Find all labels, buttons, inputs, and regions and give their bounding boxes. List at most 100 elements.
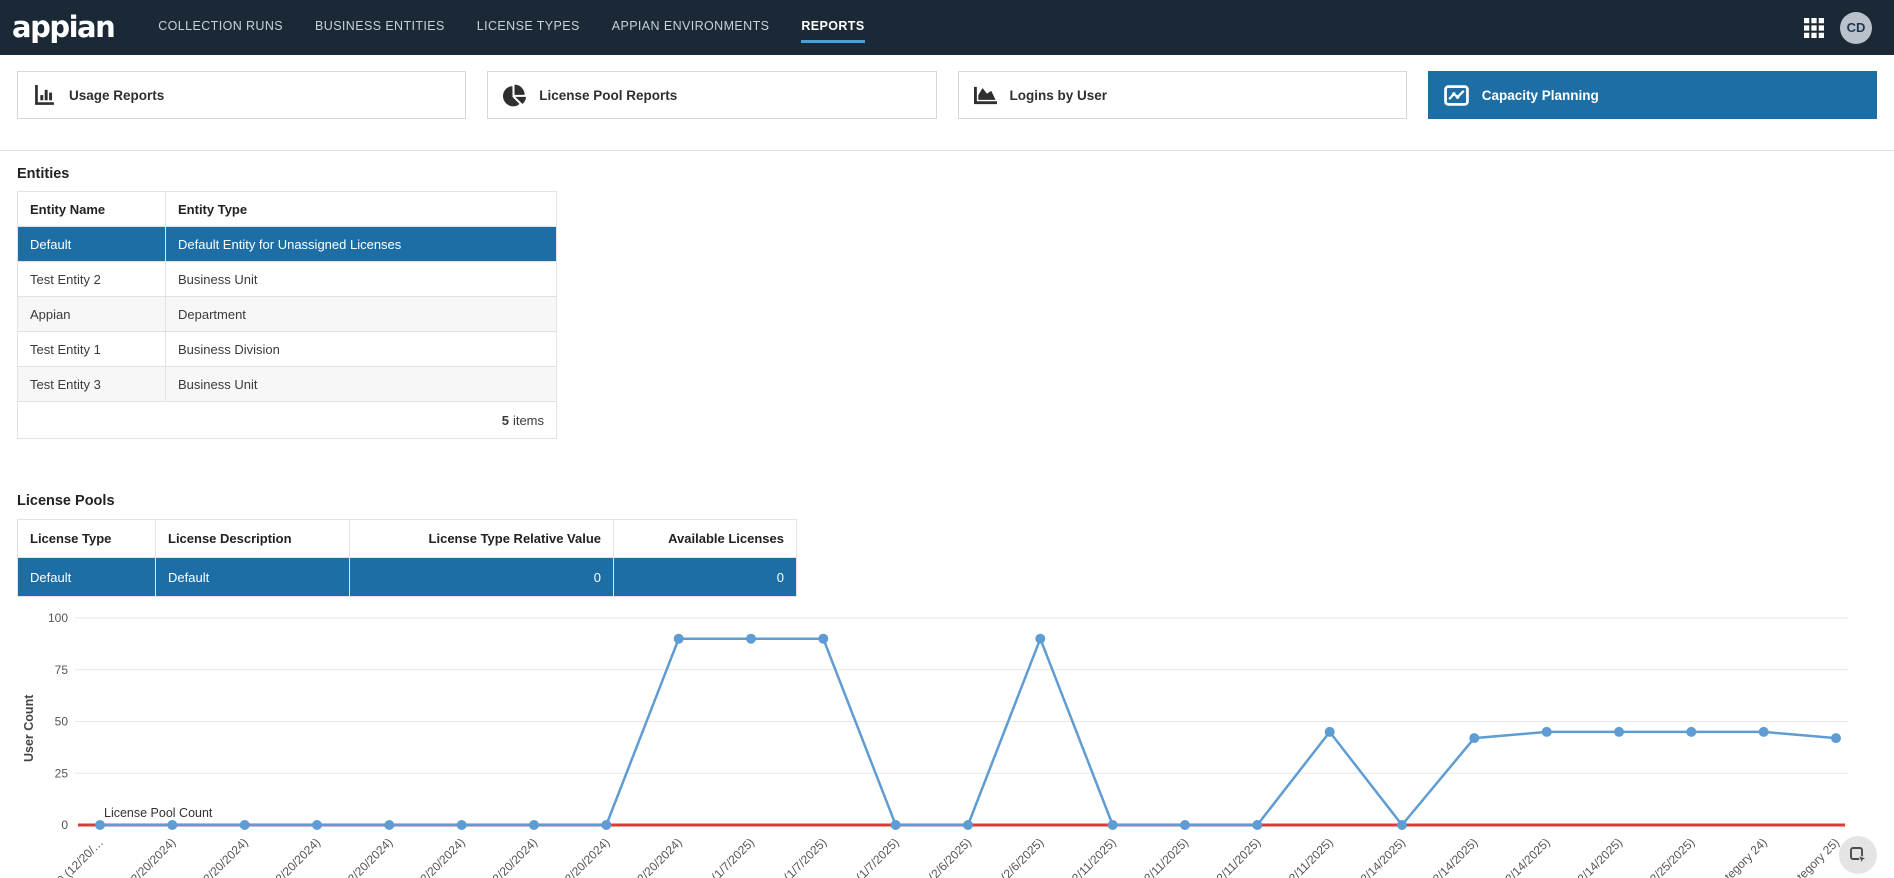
nav-item-business-entities[interactable]: BUSINESS ENTITIES: [315, 18, 445, 33]
cursor-select-icon: [1849, 846, 1868, 865]
items-label: items: [512, 412, 544, 428]
data-point: [1469, 733, 1480, 744]
app-grid-icon[interactable]: [1804, 17, 1824, 38]
table-cell: Business Unit: [178, 376, 258, 392]
data-point: [1180, 820, 1190, 830]
table-header: License Type License Description License T…: [18, 520, 796, 558]
report-tab-label: Capacity Planning: [1481, 87, 1599, 103]
nav-item-collection-runs[interactable]: COLLECTION RUNS: [158, 18, 284, 33]
x-axis-label: 2/20/2024): [273, 835, 323, 878]
nav-item-license-types[interactable]: LICENSE TYPES: [476, 18, 580, 33]
column-header-license-description: License Description: [156, 520, 350, 557]
data-point: [890, 820, 901, 830]
data-point: [963, 820, 973, 830]
y-tick-label: 25: [55, 766, 69, 780]
report-tab-license-pool-reports[interactable]: License Pool Reports: [487, 71, 937, 119]
table-body: Default Default Entity for Unassigned Lic…: [18, 227, 556, 401]
appian-logo: appian: [12, 10, 116, 44]
data-point: [1614, 726, 1624, 737]
x-axis-label: (1/7/2025): [709, 835, 758, 878]
data-point: [1035, 633, 1046, 644]
table-row[interactable]: Test Entity 1 Business Division: [18, 331, 556, 366]
data-point: [167, 820, 178, 830]
table-row[interactable]: Default Default Entity for Unassigned Lic…: [18, 227, 556, 261]
data-point: [239, 820, 250, 830]
table-cell: Default: [18, 558, 156, 596]
series-label: License Pool Count: [104, 806, 213, 820]
y-tick-label: 75: [55, 663, 69, 677]
table-header-row: Entity Name Entity Type: [18, 192, 556, 226]
table-cell: Business Unit: [178, 271, 258, 287]
table-cell: Test Entity 2: [18, 262, 166, 296]
table-footer: 5 items: [18, 401, 556, 438]
data-point: [529, 820, 539, 830]
table-cell: Test Entity 3: [18, 367, 166, 401]
x-axis-label: 2/11/2025): [1141, 835, 1191, 878]
data-point: [312, 820, 322, 830]
data-point: [1758, 726, 1769, 737]
y-tick-label: 50: [55, 715, 69, 729]
x-axis-label: 2/20/2024): [200, 835, 250, 878]
y-tick-label: 0: [61, 818, 68, 832]
column-header-available-licenses: Available Licenses: [668, 531, 784, 546]
data-point: [456, 820, 467, 830]
data-point: [818, 633, 829, 644]
table-header: Entity Name Entity Type: [18, 192, 556, 227]
x-axis-label: 2/11/2025): [1286, 835, 1336, 878]
table-footer-row: 5 items: [18, 402, 556, 438]
report-tab-logins-by-user[interactable]: Logins by User: [957, 71, 1407, 119]
chart-svg: 0 25 50 75 100 0 (12/20/… 2/20/2024) 2/20/2024)…: [48, 611, 1848, 878]
x-axis-label: 2/20/2024): [345, 835, 395, 878]
column-header-entity-type: Entity Type: [178, 201, 248, 217]
data-point: [1831, 733, 1841, 744]
license-pools-title: License Pools: [17, 493, 115, 509]
user-avatar[interactable]: CD: [1840, 11, 1872, 44]
entities-table: Entity Name Entity Type Default Default Ent…: [17, 191, 557, 439]
table-cell: Appian: [18, 297, 166, 331]
table-cell: Business Division: [178, 341, 280, 357]
top-navbar: appian COLLECTION RUNS BUSINESS ENTITIES L…: [0, 0, 1894, 55]
x-axis-label: 0 (12/20/…: [54, 835, 106, 878]
nav-item-appian-environments[interactable]: APPIAN ENVIRONMENTS: [611, 18, 770, 33]
line-chart-icon: [1443, 84, 1469, 106]
report-tab-capacity-planning[interactable]: Capacity Planning: [1427, 71, 1877, 119]
navbar-right: CD: [1804, 11, 1872, 44]
x-axis-label: 2/11/2025): [1069, 835, 1119, 878]
x-axis-label: tegory 24): [1722, 835, 1770, 878]
table-cell: Default Entity for Unassigned Licenses: [178, 236, 402, 252]
table-cell: Default: [156, 558, 350, 596]
entities-title: Entities: [17, 166, 70, 182]
report-tab-usage-reports[interactable]: Usage Reports: [17, 71, 467, 119]
column-header-license-type: License Type: [18, 520, 156, 557]
column-header-license-type-relative-value: License Type Relative Value: [350, 520, 614, 557]
table-row[interactable]: Test Entity 2 Business Unit: [18, 261, 556, 296]
data-point: [95, 820, 105, 830]
data-point: [601, 820, 612, 830]
report-tab-label: Logins by User: [1009, 87, 1108, 103]
x-axis-label: (2/6/2025): [998, 835, 1047, 878]
data-point: [1397, 820, 1407, 830]
data-point: [1324, 726, 1335, 737]
y-axis-title: User Count: [22, 694, 36, 762]
table-row[interactable]: Test Entity 3 Business Unit: [18, 366, 556, 401]
data-point: [746, 633, 756, 644]
nav-items: COLLECTION RUNS BUSINESS ENTITIES LICENSE …: [158, 13, 1804, 43]
x-axis-label: (1/7/2025): [781, 835, 830, 878]
x-axis-label: 2/25/2025): [1647, 835, 1697, 878]
x-axis-label: 2/14/2025): [1575, 835, 1625, 878]
y-tick-label: 100: [48, 611, 68, 625]
items-count: 5: [501, 412, 509, 428]
capacity-chart: 0 25 50 75 100 0 (12/20/… 2/20/2024) 2/20/2024)…: [0, 590, 1894, 878]
license-pools-table: License Type License Description License T…: [17, 519, 797, 597]
table-body: Default Default 0 0: [18, 558, 796, 596]
feedback-button[interactable]: [1839, 836, 1877, 874]
table-row[interactable]: Appian Department: [18, 296, 556, 331]
x-axis-label: (2/6/2025): [926, 835, 975, 878]
table-row[interactable]: Default Default 0 0: [18, 558, 796, 596]
table-cell: Department: [178, 306, 246, 322]
data-point: [673, 633, 684, 644]
nav-item-reports[interactable]: REPORTS: [801, 13, 865, 43]
data-point: [1541, 726, 1552, 737]
x-axis-label: 2/20/2024): [128, 835, 178, 878]
x-axis-label: tegory 25): [1794, 835, 1842, 878]
